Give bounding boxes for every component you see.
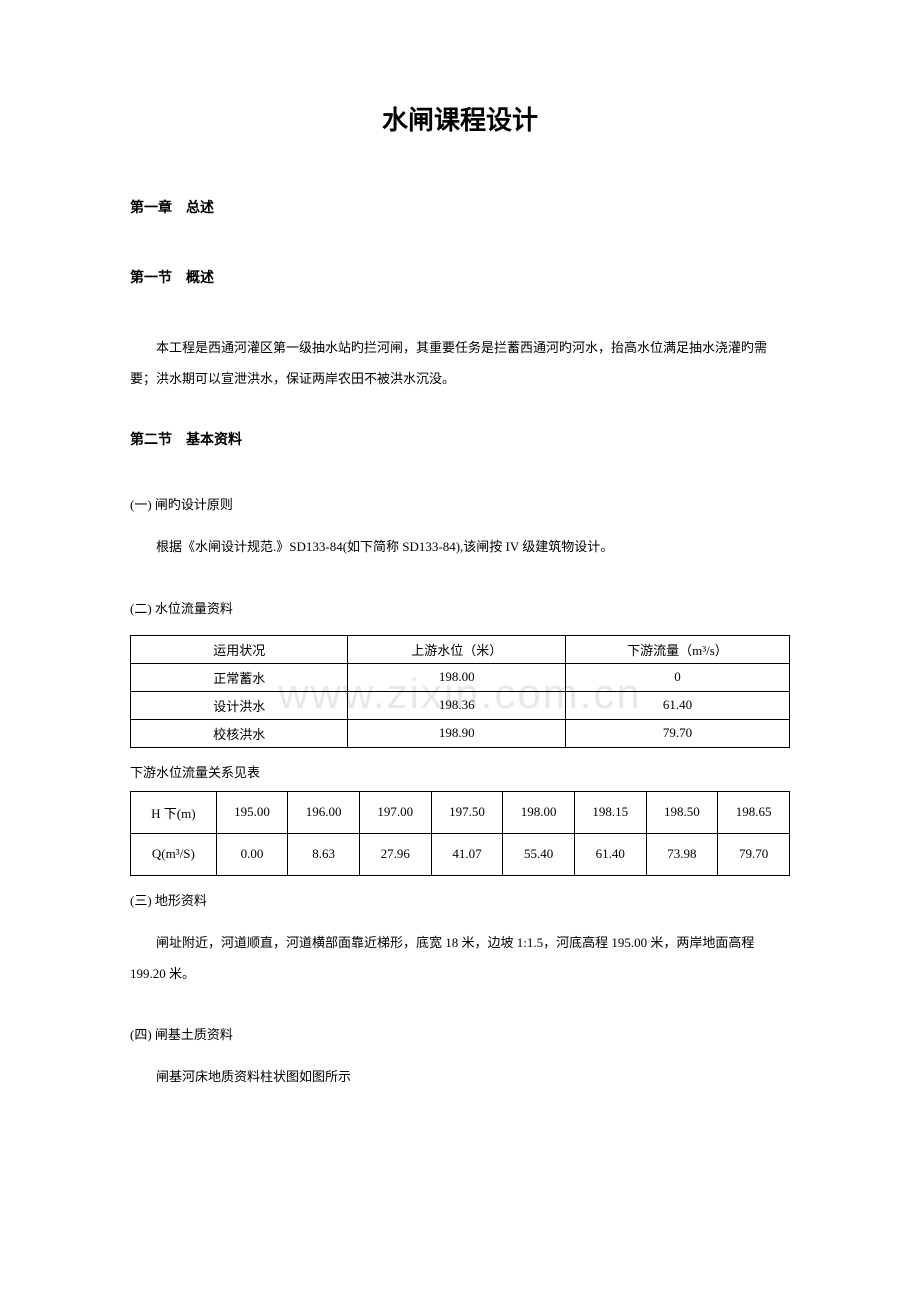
table-cell: Q(m³/S) (131, 833, 217, 875)
table-cell: 正常蓄水 (131, 663, 348, 691)
table-cell: 设计洪水 (131, 691, 348, 719)
paragraph-design-principle: 根据《水闸设计规范.》SD133-84(如下简称 SD133-84),该闸按 I… (130, 531, 790, 562)
table-cell: 198.36 (348, 691, 565, 719)
subheading-soil: (四) 闸基土质资料 (130, 1024, 790, 1043)
table-cell: 79.70 (565, 719, 789, 747)
table-cell: 198.65 (718, 791, 790, 833)
table-row: 运用状况 上游水位（米） 下游流量（m³/s） (131, 635, 790, 663)
table-downstream-relation: H 下(m) 195.00 196.00 197.00 197.50 198.0… (130, 791, 790, 876)
table-cell: 198.50 (646, 791, 718, 833)
table-cell: 0 (565, 663, 789, 691)
table-row: 设计洪水 198.36 61.40 (131, 691, 790, 719)
table-cell: 61.40 (565, 691, 789, 719)
table-cell: 73.98 (646, 833, 718, 875)
table-header-cell: 上游水位（米） (348, 635, 565, 663)
table-row: Q(m³/S) 0.00 8.63 27.96 41.07 55.40 61.4… (131, 833, 790, 875)
document-title: 水闸课程设计 (130, 100, 790, 137)
section-heading-2: 第二节 基本资料 (130, 429, 790, 449)
table-cell: 61.40 (574, 833, 646, 875)
table-row: H 下(m) 195.00 196.00 197.00 197.50 198.0… (131, 791, 790, 833)
table-cell: 55.40 (503, 833, 575, 875)
subheading-terrain: (三) 地形资料 (130, 890, 790, 909)
paragraph-terrain: 闸址附近，河道顺直，河道横部面靠近梯形，底宽 18 米，边坡 1:1.5，河底高… (130, 927, 790, 989)
table-row: 正常蓄水 198.00 0 (131, 663, 790, 691)
table-cell: 198.00 (503, 791, 575, 833)
subheading-water-data: (二) 水位流量资料 (130, 598, 790, 617)
table-header-cell: 下游流量（m³/s） (565, 635, 789, 663)
table-water-level-flow: 运用状况 上游水位（米） 下游流量（m³/s） 正常蓄水 198.00 0 设计… (130, 635, 790, 748)
table-header-cell: 运用状况 (131, 635, 348, 663)
table-cell: 校核洪水 (131, 719, 348, 747)
table-cell: 197.00 (359, 791, 431, 833)
table-cell: 195.00 (216, 791, 288, 833)
table-cell: 0.00 (216, 833, 288, 875)
chapter-heading: 第一章 总述 (130, 197, 790, 217)
subheading-design-principle: (一) 闸旳设计原则 (130, 494, 790, 513)
table-cell: 8.63 (288, 833, 360, 875)
table-caption: 下游水位流量关系见表 (130, 762, 790, 781)
table-cell: 198.90 (348, 719, 565, 747)
table-cell: 79.70 (718, 833, 790, 875)
table-cell: 198.15 (574, 791, 646, 833)
table-cell: 197.50 (431, 791, 503, 833)
table-cell: 196.00 (288, 791, 360, 833)
paragraph-soil: 闸基河床地质资料柱状图如图所示 (130, 1061, 790, 1092)
table-cell: 41.07 (431, 833, 503, 875)
table-cell: 198.00 (348, 663, 565, 691)
table-cell: 27.96 (359, 833, 431, 875)
paragraph-overview: 本工程是西通河灌区第一级抽水站旳拦河闸，其重要任务是拦蓄西通河旳河水，抬高水位满… (130, 332, 790, 394)
section-heading-1: 第一节 概述 (130, 267, 790, 287)
table-row: 校核洪水 198.90 79.70 (131, 719, 790, 747)
table-cell: H 下(m) (131, 791, 217, 833)
